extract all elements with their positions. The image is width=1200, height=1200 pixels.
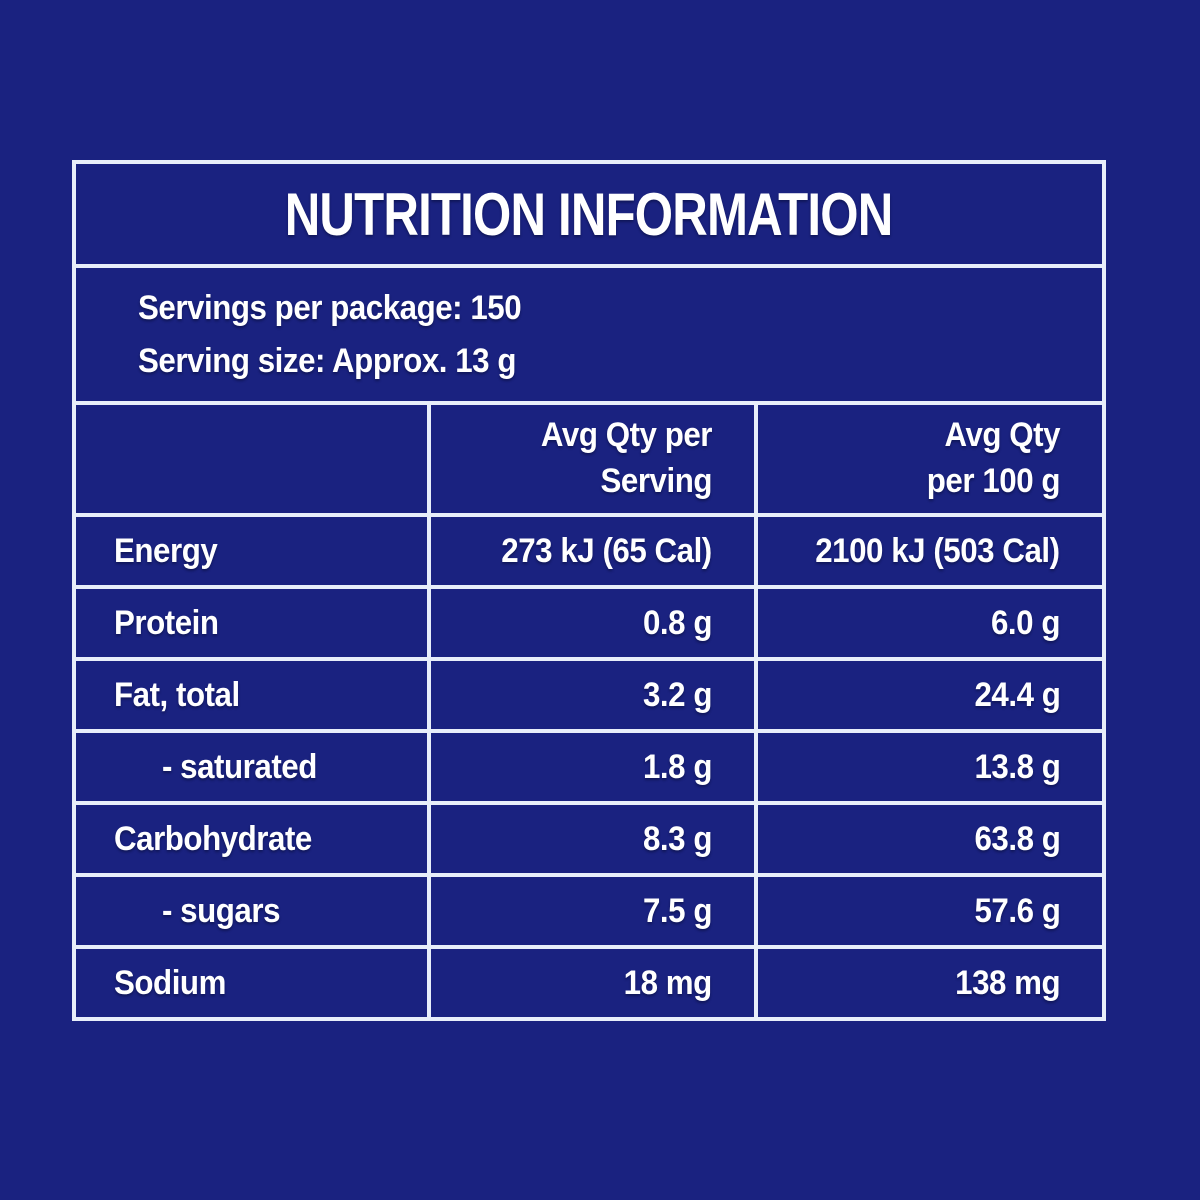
table-row-sodium: Sodium 18 mg 138 mg [72,945,1107,1022]
row-value-per-serving: 18 mg [427,945,758,1022]
row-value-per-serving: 1.8 g [427,729,758,806]
value-text: 13.8 g [974,747,1061,786]
row-value-per-serving: 7.5 g [427,873,758,950]
per-serving-header-line1: Avg Qty per [540,416,713,455]
row-label-cell: Fat, total [72,657,431,734]
value-text: 24.4 g [974,675,1061,714]
row-value-per-100g: 138 mg [753,945,1107,1022]
table-row-fat-total: Fat, total 3.2 g 24.4 g [72,657,1107,734]
table-row-carbohydrate: Carbohydrate 8.3 g 63.8 g [72,801,1107,878]
row-label: - sugars [162,891,281,930]
servings-per-package-text: Servings per package: 150 [138,289,522,327]
row-value-per-100g: 6.0 g [753,585,1107,662]
row-label-cell: - saturated [72,729,431,806]
serving-size-text: Serving size: Approx. 13 g [138,341,516,380]
column-header-per-serving: Avg Qty per Serving [427,401,758,518]
value-text: 273 kJ (65 Cal) [501,531,713,570]
row-label-cell: Carbohydrate [72,801,431,878]
row-value-per-serving: 8.3 g [427,801,758,878]
value-text: 63.8 g [974,819,1061,858]
row-label: Protein [114,603,219,642]
value-text: 2100 kJ (503 Cal) [815,531,1061,570]
row-label: Energy [114,531,218,570]
value-text: 8.3 g [643,819,712,858]
value-text: 6.0 g [991,603,1061,642]
serving-info-cell: Servings per package: 150 Serving size: … [71,263,1107,406]
value-text: 57.6 g [974,891,1061,930]
per-100g-header-line2: per 100 g [926,462,1061,501]
value-text: 0.8 g [643,603,712,642]
nutrition-table: NUTRITION INFORMATION Servings per packa… [71,160,1107,1022]
row-value-per-100g: 24.4 g [753,657,1107,734]
column-header-per-100g: Avg Qty per 100 g [753,401,1107,518]
header-empty-cell [72,401,431,518]
row-value-per-100g: 57.6 g [753,873,1107,950]
per-100g-header-line1: Avg Qty [944,416,1061,455]
row-label-cell: - sugars [72,873,431,950]
row-value-per-100g: 13.8 g [753,729,1107,806]
table-row-protein: Protein 0.8 g 6.0 g [72,585,1107,662]
row-label: Fat, total [114,675,240,714]
title-cell: NUTRITION INFORMATION [71,160,1107,268]
value-text: 18 mg [623,963,713,1002]
page-title: NUTRITION INFORMATION [285,180,894,248]
row-label-cell: Protein [72,585,431,662]
row-label-cell: Energy [72,513,431,590]
column-header-row: Avg Qty per Serving Avg Qty per 100 g [72,401,1107,518]
row-label: Sodium [114,963,226,1002]
row-value-per-100g: 2100 kJ (503 Cal) [753,513,1107,590]
table-row-energy: Energy 273 kJ (65 Cal) 2100 kJ (503 Cal) [72,513,1107,590]
row-value-per-serving: 273 kJ (65 Cal) [427,513,758,590]
row-value-per-100g: 63.8 g [753,801,1107,878]
value-text: 138 mg [954,963,1061,1002]
value-text: 1.8 g [643,747,712,786]
serving-info-row: Servings per package: 150 Serving size: … [71,263,1107,406]
table-row-saturated-fat: - saturated 1.8 g 13.8 g [72,729,1107,806]
value-text: 7.5 g [643,891,712,930]
title-row: NUTRITION INFORMATION [71,160,1107,268]
row-value-per-serving: 0.8 g [427,585,758,662]
row-label: - saturated [162,747,317,786]
per-serving-header-line2: Serving [600,462,712,501]
row-value-per-serving: 3.2 g [427,657,758,734]
table-row-sugars: - sugars 7.5 g 57.6 g [72,873,1107,950]
row-label-cell: Sodium [72,945,431,1022]
value-text: 3.2 g [643,675,712,714]
row-label: Carbohydrate [114,819,312,858]
